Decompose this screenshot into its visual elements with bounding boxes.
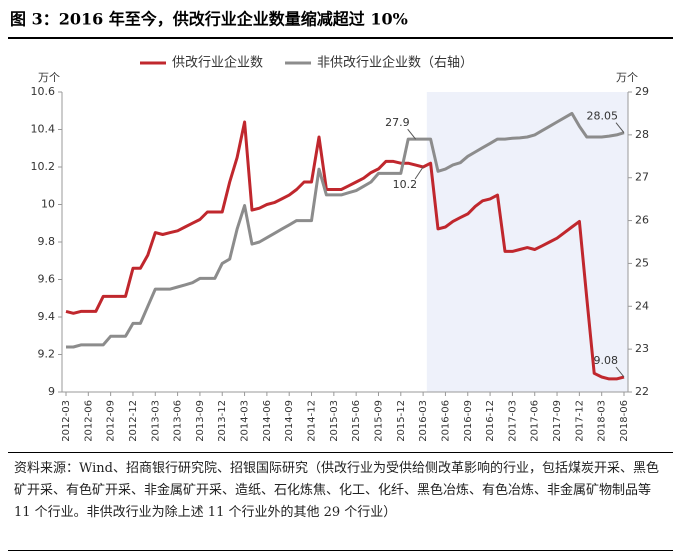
x-tick-label: 2017-09: [552, 400, 563, 442]
chart: 图 3：2016 年至今，供改行业企业数量缩减超过 10% 万个 万个 9 9.2…: [8, 10, 673, 442]
x-tick-label: 2018-06: [619, 400, 630, 442]
data-label: 28.05: [587, 110, 619, 123]
x-tick-label: 2016-03: [418, 400, 429, 442]
series-line: [66, 111, 625, 349]
x-tick-label: 2014-06: [262, 400, 273, 442]
data-label: 10.2: [393, 178, 418, 191]
x-tick-label: 2013-06: [173, 400, 184, 442]
x-tick-label: 2014-09: [284, 400, 295, 442]
y-tick-label: 9.2: [38, 348, 56, 361]
x-tick-label: 2014-12: [307, 400, 318, 442]
data-label: 27.9: [385, 116, 410, 129]
x-tick-label: 2016-12: [485, 400, 496, 442]
note-rule-bottom: [8, 550, 673, 551]
x-tick-label: 2015-09: [373, 400, 384, 442]
x-tick-label: 2012-06: [83, 400, 94, 442]
y2-tick-label: 27: [635, 171, 649, 184]
y-tick-label: 10.4: [31, 123, 56, 136]
x-tick-label: 2015-06: [351, 400, 362, 442]
x-tick-label: 2017-06: [530, 400, 541, 442]
y-unit: 万个: [38, 71, 60, 84]
chart-title: 图 3：2016 年至今，供改行业企业数量缩减超过 10%: [10, 10, 408, 29]
x-tick-label: 2015-12: [396, 400, 407, 442]
x-tick-label: 2013-09: [195, 400, 206, 442]
y2-tick-label: 25: [635, 256, 649, 269]
x-tick-label: 2013-03: [150, 400, 161, 442]
label-leader: [407, 128, 417, 140]
x-tick-label: 2014-03: [240, 400, 251, 442]
y2-tick-label: 26: [635, 214, 649, 227]
label-leader: [615, 366, 625, 378]
y2-tick-label: 28: [635, 128, 649, 141]
x-tick-label: 2017-12: [574, 400, 585, 442]
x-tick-label: 2016-09: [463, 400, 474, 442]
legend-label: 供改行业企业数: [172, 55, 263, 71]
y-tick-label: 9.6: [38, 273, 56, 286]
y2-tick-label: 24: [635, 299, 649, 312]
y-tick-label: 9: [48, 385, 55, 398]
data-label: 9.08: [594, 354, 619, 367]
y-tick-label: 10.6: [31, 85, 56, 98]
label-leader: [414, 166, 424, 180]
y-tick-label: 9.8: [38, 235, 56, 248]
note-rule-top: [8, 452, 673, 453]
x-tick-label: 2012-09: [106, 400, 117, 442]
highlight-region: [426, 92, 628, 392]
x-tick-label: 2016-06: [440, 400, 451, 442]
legend-label: 非供改行业企业数（右轴）: [317, 55, 473, 71]
series-line: [65, 120, 625, 381]
y2-tick-label: 23: [635, 342, 649, 355]
y-tick-label: 10: [41, 198, 55, 211]
x-tick-label: 2015-03: [329, 400, 340, 442]
x-tick-label: 2018-03: [597, 400, 608, 442]
x-tick-label: 2017-03: [507, 400, 518, 442]
x-tick-label: 2013-12: [217, 400, 228, 442]
label-leader: [615, 122, 625, 134]
y-tick-label: 10.2: [31, 160, 56, 173]
x-tick-label: 2012-03: [61, 400, 72, 442]
y2-unit: 万个: [616, 71, 638, 84]
y2-tick-label: 29: [635, 85, 649, 98]
y-tick-label: 9.4: [38, 310, 56, 323]
y2-tick-label: 22: [635, 385, 649, 398]
source-note: 资料来源：Wind、招商银行研究院、招银国际研究（供改行业为受供给侧改革影响的行…: [14, 461, 659, 520]
x-tick-label: 2012-12: [128, 400, 139, 442]
